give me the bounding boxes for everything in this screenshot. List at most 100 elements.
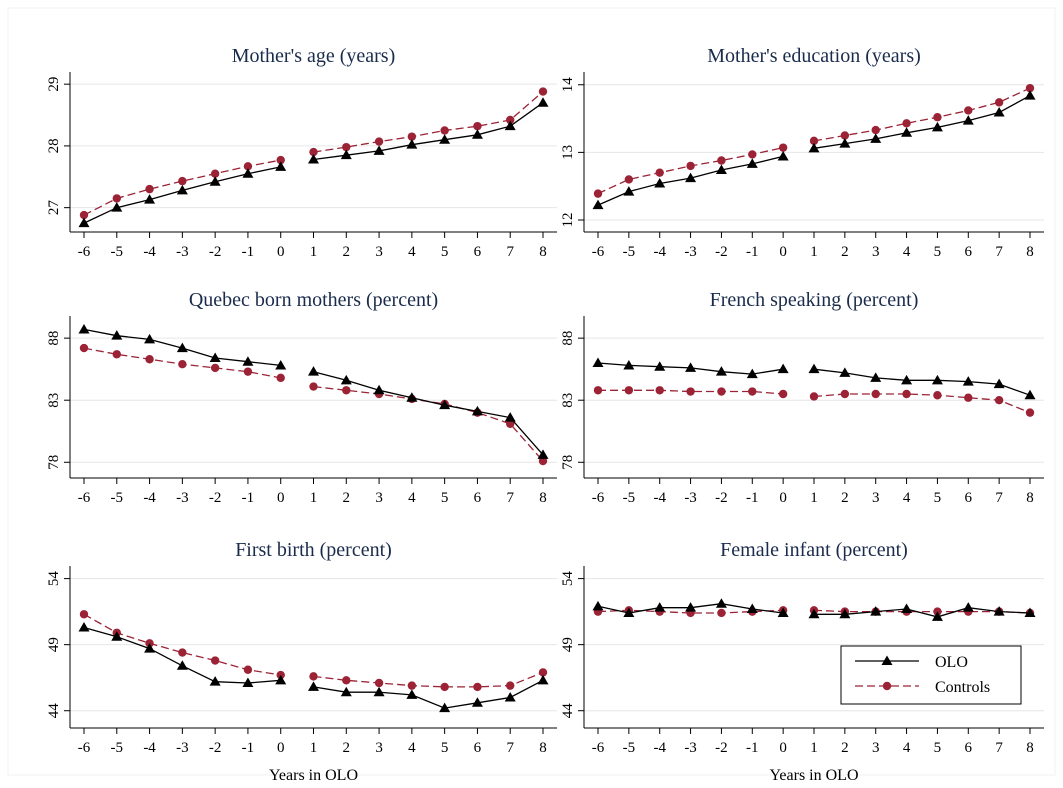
controls-point	[593, 189, 603, 198]
olo-point	[993, 378, 1005, 389]
olo-point	[777, 150, 789, 161]
x-tick-label: 2	[343, 490, 351, 506]
olo-point	[340, 374, 352, 385]
x-tick-label: 4	[408, 490, 416, 506]
y-tick-label: 44	[46, 703, 62, 719]
y-tick-label: 78	[46, 455, 62, 470]
controls-point	[342, 386, 351, 395]
x-tick-label: 8	[1026, 740, 1034, 756]
x-tick-label: -5	[111, 490, 124, 506]
series-olo	[592, 90, 1036, 210]
y-tick-label: 29	[46, 77, 62, 92]
y-tick-label: 83	[560, 393, 576, 408]
series-line	[313, 91, 544, 153]
olo-point	[685, 362, 697, 372]
x-tick-label: 1	[810, 244, 818, 260]
olo-point	[340, 686, 352, 697]
x-tick-label: -2	[209, 740, 222, 756]
y-tick-label: 49	[560, 637, 576, 652]
olo-point	[471, 697, 483, 707]
x-tick-label: -4	[653, 490, 666, 506]
controls-point	[593, 386, 603, 395]
series-line	[313, 371, 544, 456]
y-tick-label: 13	[560, 145, 576, 160]
olo-point	[308, 681, 319, 691]
y-tick-label: 88	[46, 331, 62, 346]
x-tick-label: 4	[408, 740, 416, 756]
figure-frame	[7, 7, 1056, 776]
controls-point	[276, 373, 285, 383]
controls-point	[840, 131, 850, 140]
x-tick-label: -3	[684, 740, 697, 756]
series-controls	[593, 386, 1035, 417]
x-tick-label: -3	[684, 244, 697, 260]
x-tick-label: -1	[242, 244, 255, 260]
x-tick-label: 7	[995, 490, 1003, 506]
olo-point	[242, 168, 254, 178]
olo-point	[176, 184, 188, 195]
olo-point	[242, 677, 254, 687]
x-tick-label: 0	[277, 740, 285, 756]
controls-point	[933, 391, 942, 400]
olo-point	[373, 145, 385, 155]
olo-point	[1024, 607, 1036, 617]
x-tick-label: 1	[310, 740, 318, 756]
series-olo	[592, 598, 1036, 621]
olo-point	[176, 660, 188, 670]
y-tick-label: 12	[560, 213, 576, 228]
olo-point	[373, 384, 385, 395]
olo-point	[746, 603, 758, 613]
x-tick-label: 2	[841, 740, 849, 756]
olo-point	[654, 361, 666, 371]
olo-point	[592, 600, 604, 611]
olo-point	[275, 161, 287, 171]
controls-point	[178, 176, 187, 186]
series-line	[313, 671, 544, 688]
olo-point	[746, 368, 758, 379]
x-tick-label: 4	[903, 244, 911, 260]
olo-point	[777, 363, 789, 374]
controls-point	[624, 175, 634, 184]
controls-point	[538, 456, 548, 466]
olo-point	[623, 607, 635, 617]
legend: OLO Controls	[840, 645, 1022, 705]
x-tick-label: 6	[965, 244, 973, 260]
x-axis-title: Years in OLO	[269, 767, 358, 783]
olo-point	[78, 621, 90, 632]
olo-point	[537, 449, 549, 459]
series-olo	[78, 97, 549, 228]
controls-point	[342, 676, 351, 685]
x-tick-label: 5	[934, 740, 942, 756]
x-tick-label: 8	[539, 740, 547, 756]
olo-point	[931, 611, 943, 621]
controls-point	[407, 681, 417, 690]
x-tick-label: 6	[474, 490, 482, 506]
x-tick-label: 6	[474, 244, 482, 260]
x-tick-label: -6	[592, 490, 605, 506]
olo-point	[746, 158, 758, 168]
x-tick-label: -4	[143, 490, 156, 506]
x-tick-label: -2	[715, 490, 728, 506]
olo-point	[870, 133, 882, 143]
olo-point	[439, 134, 451, 144]
x-tick-label: 1	[810, 490, 818, 506]
series-line	[813, 609, 1031, 614]
panel-title: Mother's age (years)	[232, 45, 396, 67]
controls-point	[686, 161, 695, 171]
controls-point	[473, 682, 482, 692]
controls-point	[276, 155, 285, 165]
x-tick-label: 6	[965, 490, 973, 506]
x-tick-label: -3	[684, 490, 697, 506]
legend-olo-label: OLO	[935, 654, 968, 671]
olo-point	[1024, 90, 1036, 100]
x-tick-label: 5	[934, 490, 942, 506]
x-tick-label: 7	[995, 244, 1003, 260]
x-tick-label: -4	[143, 244, 156, 260]
series-olo	[78, 323, 549, 459]
olo-point	[931, 374, 943, 385]
x-tick-label: 2	[841, 244, 849, 260]
